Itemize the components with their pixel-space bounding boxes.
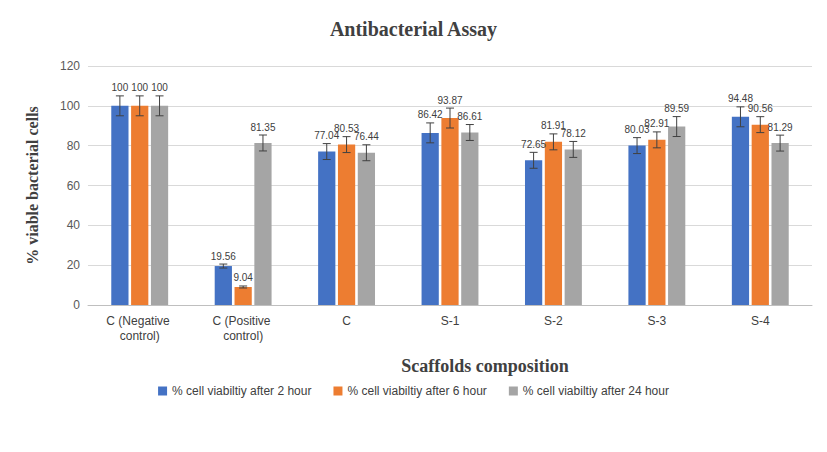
svg-text:81.35: 81.35 [250, 122, 275, 133]
svg-text:100: 100 [131, 82, 148, 93]
svg-text:81.29: 81.29 [768, 122, 793, 133]
svg-text:Antibacterial Assay: Antibacterial Assay [330, 18, 497, 41]
svg-text:100: 100 [112, 82, 129, 93]
svg-text:78.12: 78.12 [561, 128, 586, 139]
svg-text:93.87: 93.87 [437, 95, 462, 106]
svg-text:86.42: 86.42 [418, 109, 443, 120]
svg-text:77.04: 77.04 [314, 130, 340, 142]
svg-text:% cell viabiltiy after 6 hour: % cell viabiltiy after 6 hour [347, 384, 486, 398]
svg-text:94.48: 94.48 [727, 93, 753, 105]
svg-text:80.03: 80.03 [624, 124, 650, 136]
svg-text:120: 120 [60, 59, 80, 73]
svg-text:76.44: 76.44 [354, 131, 379, 142]
svg-text:60: 60 [67, 179, 81, 193]
svg-text:C (Positive: C (Positive [212, 314, 273, 328]
svg-text:S-3: S-3 [648, 314, 667, 328]
svg-text:S-1: S-1 [441, 314, 460, 328]
svg-text:control): control) [223, 329, 263, 343]
svg-text:% cell viabiltiy after 2 hour: % cell viabiltiy after 2 hour [172, 384, 311, 398]
svg-text:80.53: 80.53 [334, 123, 360, 135]
svg-text:0: 0 [73, 298, 80, 312]
svg-text:40: 40 [67, 218, 81, 232]
svg-text:82.91: 82.91 [644, 118, 669, 129]
svg-text:C (Negative: C (Negative [106, 314, 173, 328]
svg-text:S-4: S-4 [751, 314, 770, 328]
svg-text:20: 20 [67, 258, 81, 272]
svg-text:100: 100 [151, 82, 168, 93]
svg-text:86.61: 86.61 [457, 111, 482, 122]
svg-text:90.56: 90.56 [748, 103, 773, 114]
svg-text:89.59: 89.59 [664, 103, 689, 114]
svg-text:control): control) [120, 329, 160, 343]
svg-text:80: 80 [67, 139, 81, 153]
svg-text:100: 100 [60, 99, 80, 113]
svg-text:% cell viabiltiy after 24 hour: % cell viabiltiy after 24 hour [523, 384, 669, 398]
svg-text:81.91: 81.91 [540, 120, 566, 132]
svg-text:72.65: 72.65 [521, 139, 546, 150]
svg-text:9.04: 9.04 [233, 272, 253, 283]
svg-text:S-2: S-2 [544, 314, 563, 328]
svg-text:% viable bacterial cells: % viable bacterial cells [24, 106, 41, 265]
svg-text:19.56: 19.56 [211, 251, 236, 262]
svg-text:Scaffolds composition: Scaffolds composition [401, 356, 569, 376]
svg-text:C: C [342, 314, 351, 328]
